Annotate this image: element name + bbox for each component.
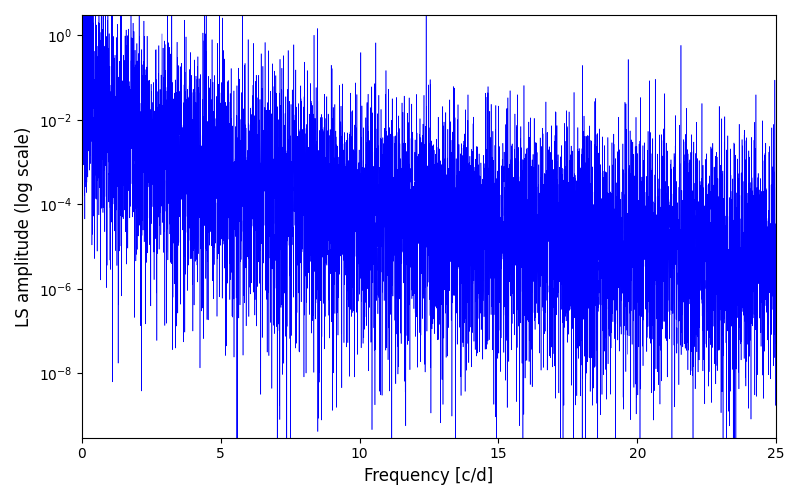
Y-axis label: LS amplitude (log scale): LS amplitude (log scale) — [15, 126, 33, 326]
X-axis label: Frequency [c/d]: Frequency [c/d] — [364, 467, 494, 485]
